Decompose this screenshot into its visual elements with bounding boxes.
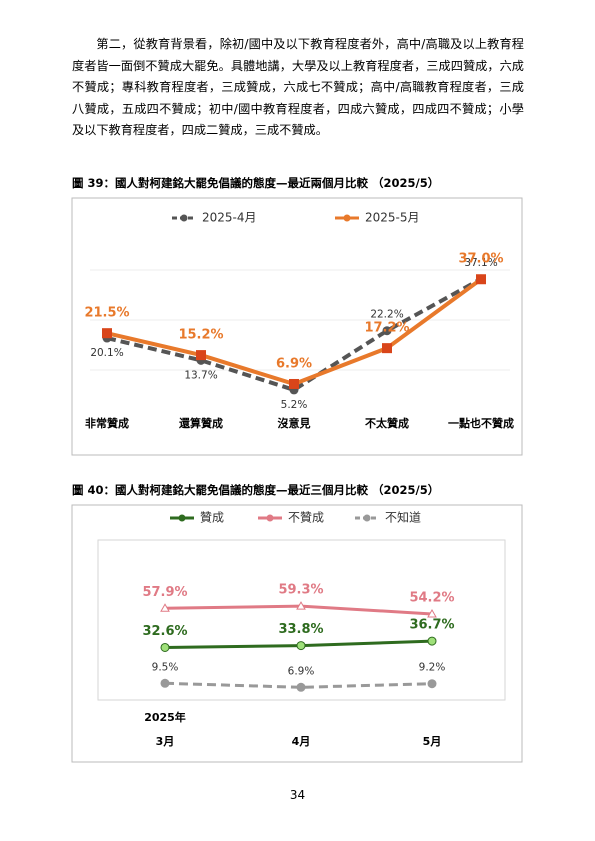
point bbox=[160, 642, 170, 652]
data-label: 15.2% bbox=[178, 328, 223, 343]
x-tick-label: 4月 bbox=[292, 735, 311, 748]
data-label: 22.2% bbox=[370, 309, 403, 321]
data-label: 57.9% bbox=[142, 585, 187, 600]
data-label: 33.8% bbox=[278, 622, 323, 637]
legend-label: 2025-4月 bbox=[202, 211, 257, 225]
x-year-label: 2025年 bbox=[144, 710, 186, 724]
chart-frame bbox=[71, 504, 523, 763]
point bbox=[296, 641, 306, 651]
legend-marker bbox=[266, 514, 274, 522]
point bbox=[289, 378, 299, 389]
point bbox=[196, 350, 206, 361]
page-number: 34 bbox=[289, 788, 306, 802]
point bbox=[160, 678, 170, 688]
legend-marker bbox=[343, 214, 351, 222]
figure-caption: 圖 39：國人對柯建銘大罷免倡議的態度—最近兩個月比較 （2025/5） bbox=[72, 176, 440, 190]
data-label: 17.2% bbox=[364, 321, 409, 336]
data-label: 6.9% bbox=[288, 665, 315, 677]
data-label: 6.9% bbox=[276, 356, 312, 371]
data-label: 59.3% bbox=[278, 583, 323, 598]
figure-caption: 圖 40：國人對柯建銘大罷免倡議的態度—最近三個月比較 （2025/5） bbox=[72, 483, 440, 497]
legend-label: 不知道 bbox=[385, 511, 421, 525]
data-label: 5.2% bbox=[281, 399, 308, 411]
chart-frame bbox=[71, 197, 523, 456]
point bbox=[296, 682, 306, 692]
data-label: 9.5% bbox=[152, 661, 179, 673]
data-label: 32.6% bbox=[142, 624, 187, 639]
data-label: 54.2% bbox=[409, 590, 454, 605]
paragraph: 第二，從教育背景看，除初/國中及以下教育程度者外，高中/高職及以上教育程度者皆一… bbox=[72, 37, 524, 137]
x-tick-label: 5月 bbox=[423, 735, 442, 748]
data-label: 13.7% bbox=[184, 369, 217, 381]
x-tick-label: 非常贊成 bbox=[85, 416, 129, 430]
legend-marker bbox=[180, 214, 188, 222]
point bbox=[382, 343, 392, 354]
point bbox=[427, 636, 437, 646]
legend-marker bbox=[178, 514, 186, 522]
series-line bbox=[106, 277, 482, 393]
point bbox=[476, 274, 486, 285]
x-tick-label: 3月 bbox=[156, 735, 175, 748]
data-label: 20.1% bbox=[90, 347, 123, 359]
x-tick-label: 一點也不贊成 bbox=[448, 416, 514, 430]
plot-frame bbox=[97, 539, 506, 701]
point bbox=[427, 679, 437, 689]
x-tick-label: 沒意見 bbox=[278, 416, 311, 430]
data-label: 36.7% bbox=[409, 618, 454, 633]
point bbox=[427, 608, 437, 618]
x-tick-label: 不太贊成 bbox=[365, 416, 409, 430]
x-tick-label: 還算贊成 bbox=[179, 416, 223, 430]
data-label: 9.2% bbox=[419, 662, 446, 674]
point bbox=[382, 326, 392, 336]
point bbox=[102, 328, 112, 339]
data-label: 21.5% bbox=[84, 306, 129, 321]
legend-marker bbox=[363, 514, 371, 522]
series-line bbox=[164, 681, 433, 689]
point bbox=[160, 603, 170, 612]
point bbox=[296, 601, 306, 610]
data-label: 37.0% bbox=[458, 252, 503, 267]
legend-label: 2025-5月 bbox=[365, 211, 420, 225]
data-label: 37.1% bbox=[464, 257, 497, 269]
legend-label: 贊成 bbox=[200, 511, 224, 525]
legend-label: 不贊成 bbox=[288, 511, 324, 525]
